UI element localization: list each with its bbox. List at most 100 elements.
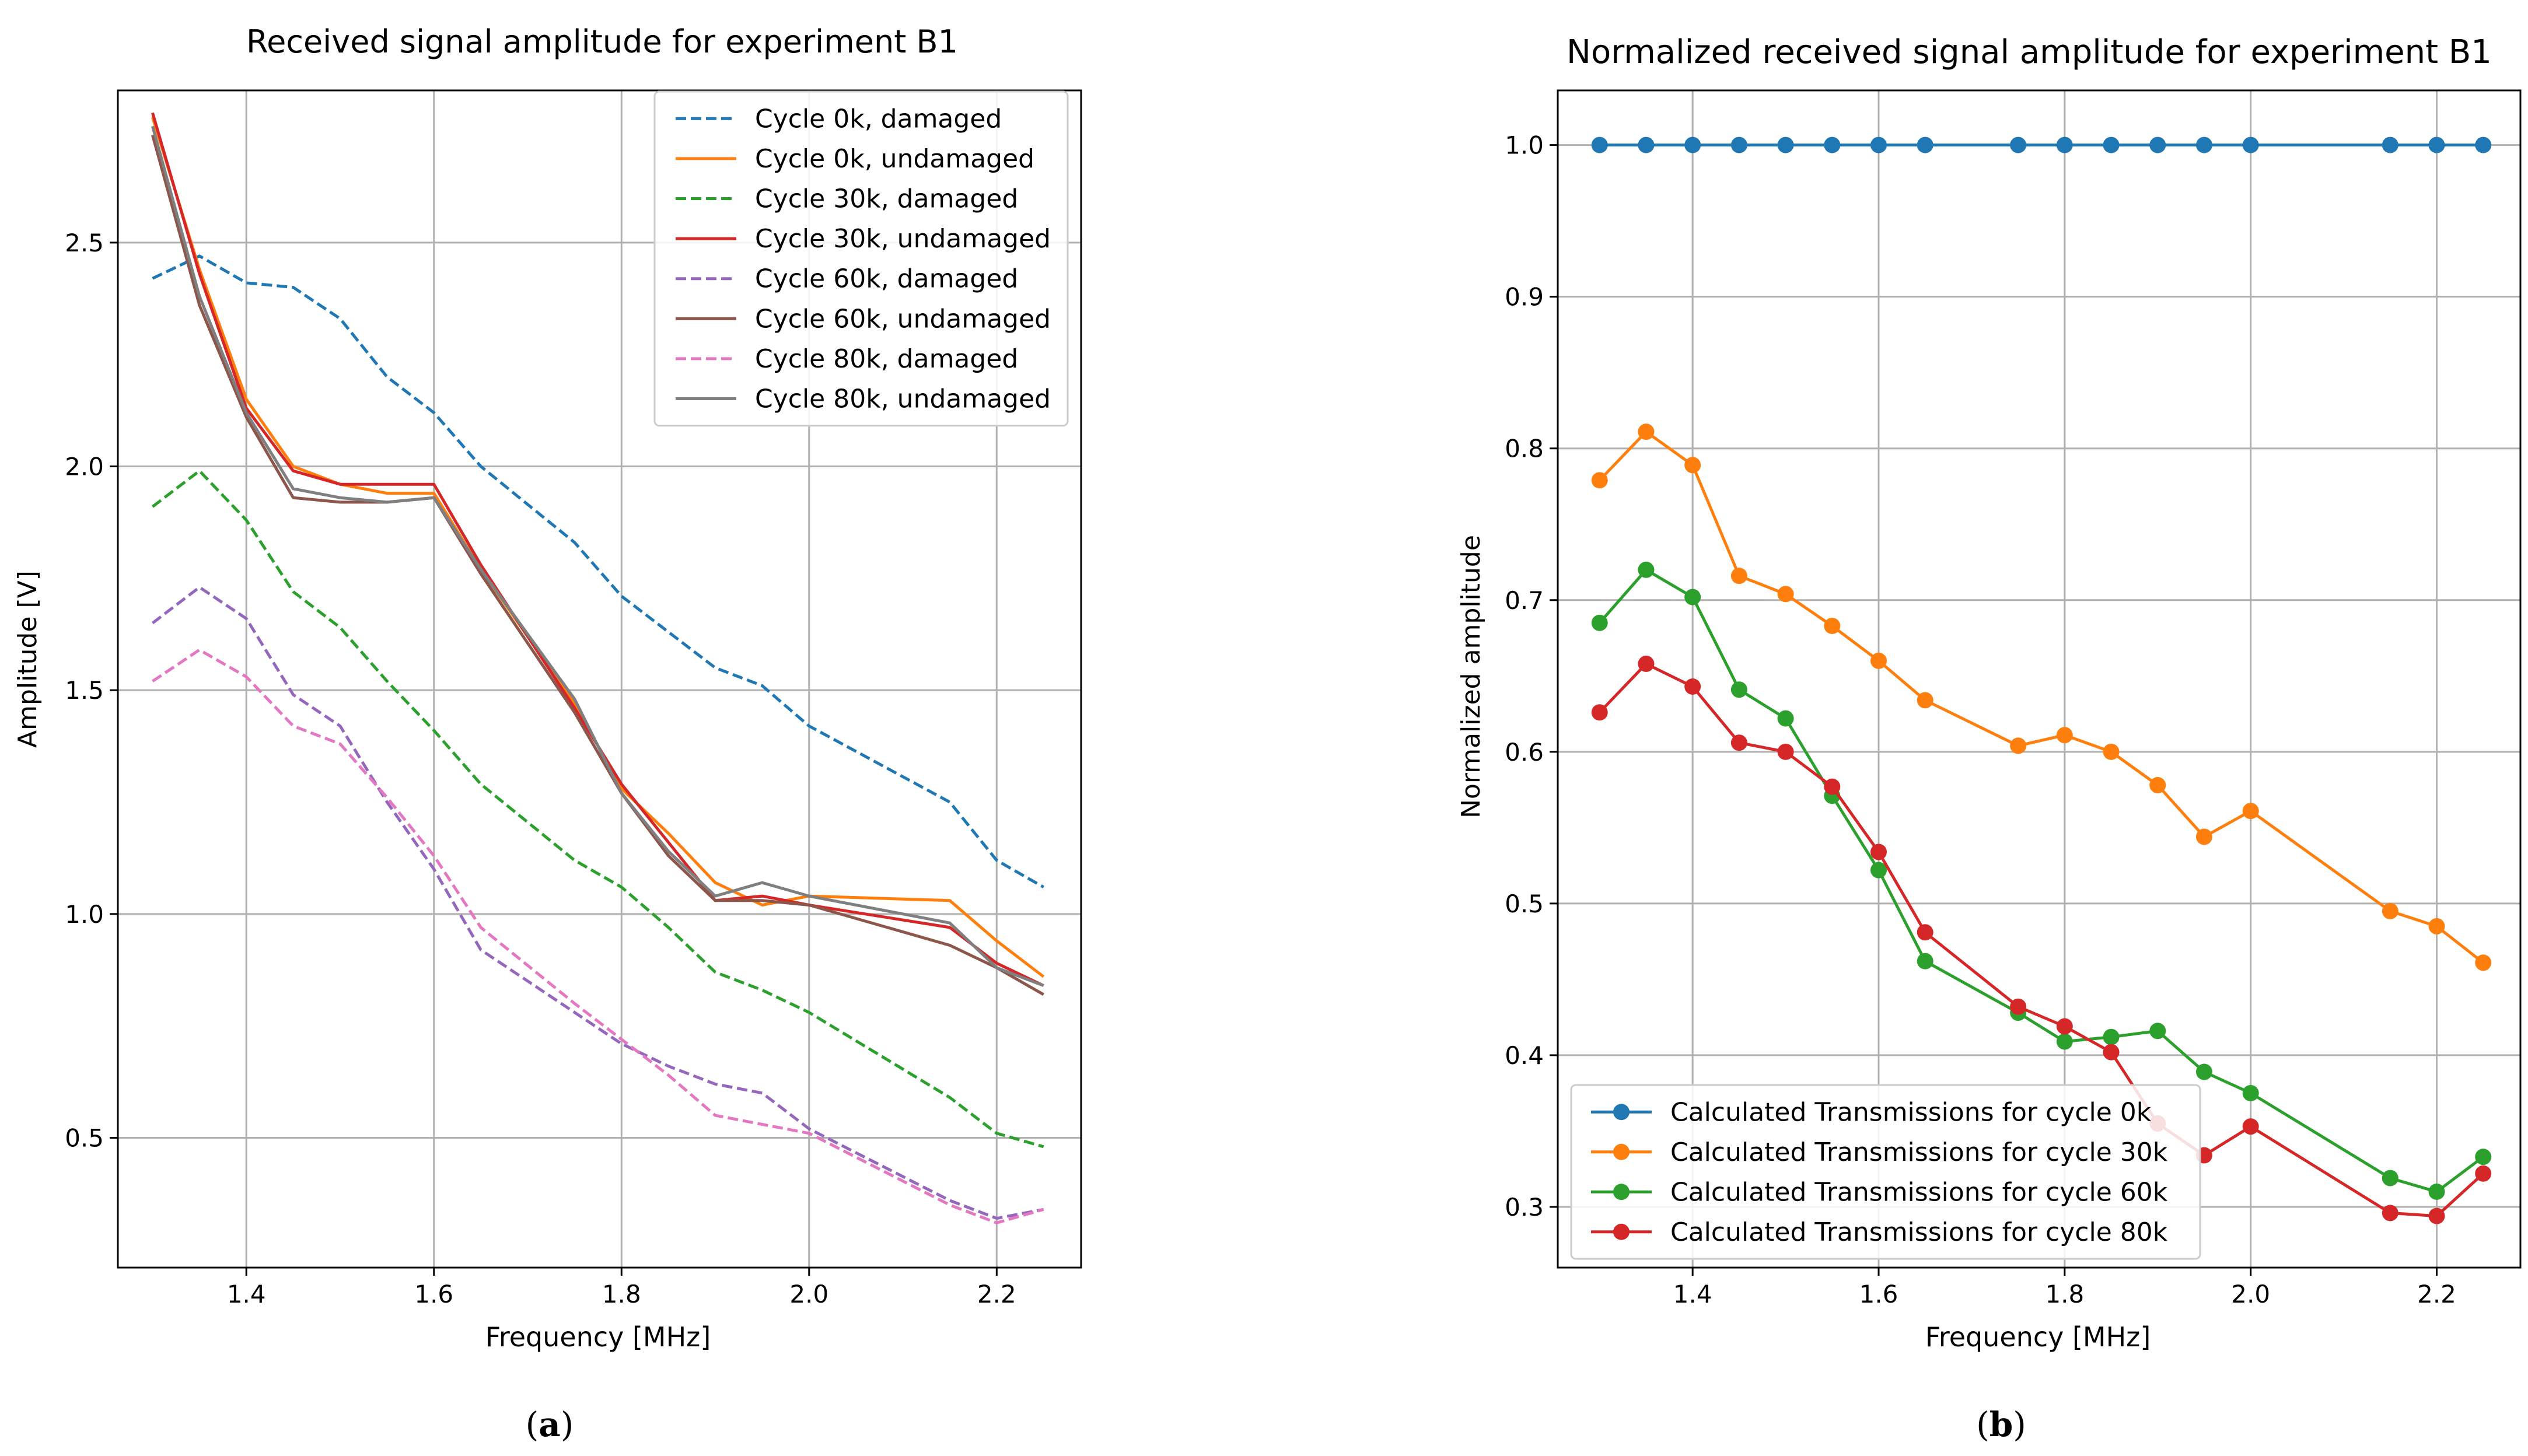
series-line-7 xyxy=(152,648,1044,1224)
data-point xyxy=(2475,1165,2492,1182)
data-point xyxy=(2242,803,2259,820)
panel-b-y-axis-label: Normalized amplitude xyxy=(1456,535,1486,818)
panel-b-title: Normalized received signal amplitude for… xyxy=(1567,33,2492,71)
series-line-2 xyxy=(151,117,1045,978)
panel-a-chart: Received signal amplitude for experiment… xyxy=(13,23,1082,1353)
data-point xyxy=(1730,734,1747,751)
legend-label: Cycle 60k, damaged xyxy=(755,264,1018,294)
data-point xyxy=(2195,1063,2212,1080)
data-point xyxy=(1917,136,1933,153)
panel-a-y-axis-label: Amplitude [V] xyxy=(13,570,43,748)
legend-label: Cycle 80k, undamaged xyxy=(755,384,1051,414)
data-point xyxy=(2056,1033,2073,1050)
data-point xyxy=(1684,136,1701,153)
data-point xyxy=(2149,1023,2166,1040)
data-point xyxy=(2195,136,2212,153)
data-point xyxy=(2010,998,2027,1015)
data-point xyxy=(1870,844,1887,860)
legend-label: Cycle 0k, undamaged xyxy=(755,144,1034,174)
data-point xyxy=(2242,1084,2259,1101)
data-point xyxy=(1917,953,1933,970)
data-point xyxy=(2382,136,2398,153)
panel-b-caption-letter: b xyxy=(1989,1405,2013,1444)
panel-a-x-ticks: 1.4 1.6 1.8 2.0 2.2 xyxy=(227,1268,1016,1308)
y-tick-label: 0.5 xyxy=(65,1124,104,1152)
data-point xyxy=(1777,136,1794,153)
data-point xyxy=(2149,136,2166,153)
series-line-1 xyxy=(152,254,1044,888)
data-point xyxy=(1824,778,1841,795)
legend-label: Cycle 30k, damaged xyxy=(755,184,1018,214)
x-tick-label: 1.4 xyxy=(227,1280,266,1308)
panel-a-title: Received signal amplitude for experiment… xyxy=(246,23,958,60)
panel-a-caption: (a) xyxy=(526,1405,574,1444)
data-point xyxy=(2056,136,2073,153)
panel-b-legend: Calculated Transmissions for cycle 0k Cal… xyxy=(1570,1084,2201,1260)
y-tick-label: 0.6 xyxy=(1505,738,1544,766)
y-tick-label: 1.0 xyxy=(65,900,104,929)
data-point xyxy=(2382,1205,2398,1222)
data-point xyxy=(2056,727,2073,744)
y-tick-label: 0.9 xyxy=(1505,283,1544,312)
x-tick-label: 1.8 xyxy=(602,1280,641,1308)
data-point xyxy=(1870,862,1887,878)
legend-marker xyxy=(1613,1223,1630,1240)
data-point xyxy=(2103,1044,2120,1060)
data-point xyxy=(1917,924,1933,941)
y-tick-label: 2.5 xyxy=(65,229,104,257)
legend-box xyxy=(653,90,1069,427)
data-point xyxy=(1777,586,1794,603)
data-point xyxy=(1591,614,1608,631)
data-point xyxy=(1777,710,1794,727)
data-point xyxy=(1684,589,1701,606)
y-tick-label: 1.0 xyxy=(1505,131,1544,160)
legend-marker xyxy=(1613,1184,1630,1200)
data-point xyxy=(2475,136,2492,153)
legend-label: Cycle 0k, damaged xyxy=(755,104,1002,134)
data-point xyxy=(1638,655,1655,672)
y-tick-label: 1.5 xyxy=(65,676,104,705)
data-point xyxy=(1870,652,1887,669)
panel-b-caption: (b) xyxy=(1976,1405,2026,1444)
x-tick-label: 1.6 xyxy=(414,1280,453,1308)
y-tick-label: 0.5 xyxy=(1505,890,1544,918)
data-point xyxy=(2428,136,2445,153)
panel-b-gridlines xyxy=(1558,90,2520,1268)
data-point xyxy=(2475,954,2492,971)
series-line-3 xyxy=(151,469,1044,1149)
data-point xyxy=(2242,136,2259,153)
panel-b-x-axis-label: Frequency [MHz] xyxy=(1925,1321,2151,1353)
data-point xyxy=(1638,561,1655,578)
y-tick-label: 2.0 xyxy=(65,453,104,481)
data-point xyxy=(1824,136,1841,153)
panel-b-series xyxy=(1591,136,2492,1224)
legend-marker xyxy=(1613,1143,1630,1160)
legend-label: Calculated Transmissions for cycle 0k xyxy=(1670,1097,2152,1127)
x-tick-label: 2.0 xyxy=(2231,1280,2270,1308)
data-point xyxy=(1638,136,1655,153)
legend-label: Calculated Transmissions for cycle 60k xyxy=(1670,1177,2168,1207)
x-tick-label: 2.2 xyxy=(2417,1280,2456,1308)
panel-a-legend: Cycle 0k, damaged Cycle 0k, undamaged Cycl… xyxy=(653,90,1069,427)
data-point xyxy=(2475,1149,2492,1166)
data-point xyxy=(1638,424,1655,440)
data-point xyxy=(1684,457,1701,474)
x-tick-label: 1.4 xyxy=(1673,1280,1712,1308)
panel-b-x-ticks: 1.4 1.6 1.8 2.0 2.2 xyxy=(1673,1268,2456,1308)
legend-label: Cycle 30k, undamaged xyxy=(755,224,1051,254)
legend-box xyxy=(1570,1084,2201,1260)
data-point xyxy=(2010,136,2027,153)
data-point xyxy=(2428,1183,2445,1200)
data-point xyxy=(2428,1208,2445,1224)
panel-a-series xyxy=(151,112,1045,1224)
legend-label: Calculated Transmissions for cycle 80k xyxy=(1670,1217,2168,1247)
x-tick-label: 2.2 xyxy=(977,1280,1016,1308)
series-line-6 xyxy=(151,135,1044,996)
x-tick-label: 1.6 xyxy=(1859,1280,1898,1308)
data-point xyxy=(2242,1118,2259,1135)
data-point xyxy=(2056,1018,2073,1035)
data-point xyxy=(1591,704,1608,721)
data-point xyxy=(2103,1028,2120,1045)
data-point xyxy=(1730,681,1747,698)
series-line-5 xyxy=(151,586,1044,1220)
